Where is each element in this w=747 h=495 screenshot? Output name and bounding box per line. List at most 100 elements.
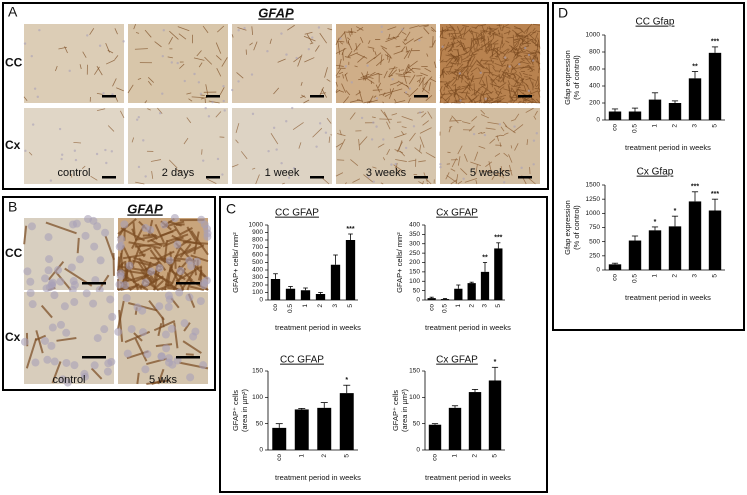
nucleus	[532, 139, 536, 142]
stain-fiber	[532, 27, 536, 32]
nucleus	[202, 276, 211, 285]
bar	[300, 290, 311, 300]
stain-fiber	[217, 25, 225, 33]
bar	[668, 226, 682, 270]
stain-fiber	[408, 97, 411, 104]
y-axis-label: (area in µm²)	[240, 388, 249, 432]
stain-fiber	[183, 322, 191, 332]
nucleus	[285, 53, 288, 56]
stain-fiber	[236, 72, 244, 79]
significance: **	[482, 254, 488, 261]
stain-fiber	[81, 165, 86, 170]
x-tick-label: 5	[495, 304, 502, 308]
stain-fiber	[519, 72, 523, 77]
nucleus	[202, 159, 205, 162]
nucleus	[48, 323, 57, 332]
stain-fiber	[500, 48, 509, 54]
stain-fiber	[347, 41, 353, 51]
stain-fiber	[500, 126, 505, 132]
stain-fiber	[433, 61, 437, 69]
stain-fiber	[521, 58, 525, 62]
y-tick-label: 100	[409, 278, 420, 285]
y-tick-label: 1500	[586, 182, 601, 189]
stain-fiber	[534, 55, 537, 63]
stain-fiber	[442, 45, 452, 51]
stain-fiber	[300, 95, 305, 99]
stain-fiber	[439, 28, 444, 38]
stain-fiber	[523, 85, 527, 92]
stain-fiber	[221, 57, 228, 67]
stain-fiber	[502, 57, 507, 61]
nucleus	[30, 54, 33, 58]
bar	[480, 271, 490, 300]
stain-fiber	[510, 41, 518, 52]
stain-fiber	[273, 87, 280, 95]
stain-fiber	[400, 69, 405, 71]
bar	[294, 409, 309, 450]
stain-fiber	[456, 43, 462, 48]
stain-fiber	[439, 59, 444, 63]
stain-fiber	[466, 69, 470, 80]
stain-fiber	[403, 68, 414, 76]
stain-fiber	[519, 64, 530, 70]
y-axis-label: (% of control)	[572, 205, 581, 250]
stain-fiber	[478, 132, 483, 135]
stain-fiber	[338, 90, 345, 93]
y-tick-label: 900	[252, 229, 263, 236]
stain-fiber	[504, 125, 516, 134]
bar	[648, 230, 662, 270]
y-tick-label: 400	[409, 222, 420, 229]
nucleus	[86, 34, 89, 37]
nucleus	[45, 255, 54, 264]
bar	[708, 52, 722, 120]
y-tick-label: 200	[252, 282, 263, 289]
stain-fiber	[485, 127, 496, 130]
stain-fiber	[520, 37, 528, 44]
stain-fiber	[425, 152, 436, 159]
stain-fiber	[252, 167, 256, 170]
stain-fiber	[128, 302, 158, 312]
y-tick-label: 50	[256, 420, 264, 427]
y-tick-label: 200	[589, 100, 600, 107]
stain-fiber	[485, 92, 494, 101]
stain-fiber	[457, 180, 463, 185]
stain-fiber	[129, 283, 140, 291]
stain-fiber	[424, 76, 433, 86]
stain-fiber	[423, 27, 430, 35]
stain-fiber	[118, 309, 124, 342]
significance: ***	[494, 235, 502, 242]
nucleus	[513, 125, 516, 128]
stain-fiber	[76, 237, 80, 254]
bar	[628, 240, 642, 270]
nucleus	[366, 64, 369, 67]
nucleus	[161, 330, 170, 339]
stain-fiber	[338, 71, 344, 75]
y-tick-label: 400	[252, 267, 263, 274]
stain-fiber	[533, 49, 541, 54]
stain-fiber	[168, 159, 178, 169]
nucleus	[372, 180, 375, 183]
stain-fiber	[470, 75, 475, 82]
nucleus	[503, 181, 506, 184]
stain-fiber	[144, 260, 160, 271]
stain-fiber	[419, 77, 421, 83]
stain-fiber	[492, 60, 494, 64]
stain-fiber	[237, 27, 247, 31]
stain-fiber	[502, 25, 504, 31]
stain-fiber	[414, 147, 423, 154]
y-tick-label: 100	[252, 394, 263, 401]
stain-fiber	[485, 66, 494, 77]
stain-fiber	[491, 174, 496, 180]
x-tick-label: 3	[332, 304, 339, 308]
stain-fiber	[231, 164, 239, 168]
x-axis-label: treatment period in weeks	[275, 323, 361, 332]
stain-fiber	[340, 41, 344, 45]
stain-fiber	[154, 223, 165, 243]
stain-fiber	[190, 230, 209, 256]
scale-bar	[82, 282, 106, 285]
stain-fiber	[481, 24, 485, 33]
nucleus	[527, 89, 531, 93]
stain-fiber	[519, 101, 526, 104]
stain-fiber	[215, 111, 222, 118]
nucleus	[317, 26, 321, 29]
